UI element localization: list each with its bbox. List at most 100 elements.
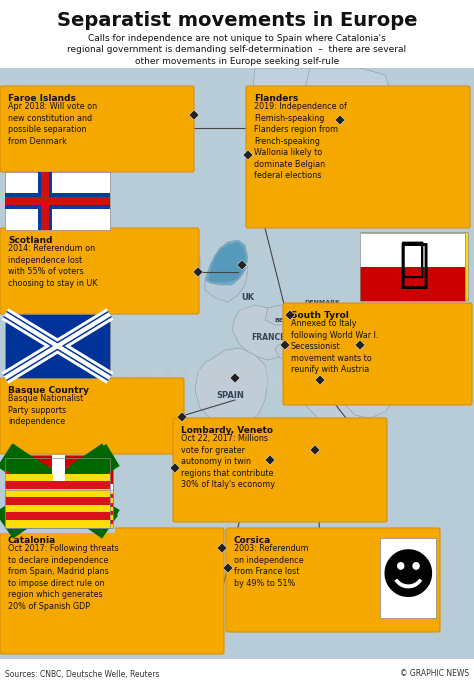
Text: Separatist movements in Europe: Separatist movements in Europe (57, 10, 417, 30)
Text: Oct 22, 2017: Millions
vote for greater
autonomy in twin
regions that contribute: Oct 22, 2017: Millions vote for greater … (181, 435, 275, 489)
Text: ITALY: ITALY (323, 391, 347, 400)
Bar (0, 68, 474, 659)
Bar (360, 267, 465, 301)
Bar (5, 458, 110, 466)
Bar (5, 466, 110, 473)
Polygon shape (295, 118, 315, 142)
Bar (5, 473, 110, 482)
FancyBboxPatch shape (283, 303, 472, 405)
Text: Lombardy, Veneto: Lombardy, Veneto (181, 426, 273, 435)
Text: Annexed to Italy
following World War I.
Secessionist
movement wants to
reunify w: Annexed to Italy following World War I. … (291, 320, 378, 374)
Polygon shape (195, 348, 268, 428)
Polygon shape (308, 338, 360, 362)
Text: 🦅: 🦅 (400, 238, 425, 280)
Polygon shape (305, 68, 390, 140)
Text: South Tyrol: South Tyrol (291, 311, 349, 320)
FancyBboxPatch shape (246, 86, 470, 228)
Text: GRAPHIC NEWS: GRAPHIC NEWS (128, 368, 346, 392)
Bar (5, 503, 113, 507)
Bar (5, 498, 113, 503)
Bar (5, 455, 110, 527)
Text: 2019: Independence of
Flemish-speaking
Flanders region from
French-speaking
Wall: 2019: Independence of Flemish-speaking F… (254, 103, 347, 180)
FancyBboxPatch shape (0, 228, 199, 314)
Text: © GRAPHIC NEWS: © GRAPHIC NEWS (400, 670, 469, 679)
Polygon shape (265, 305, 295, 325)
Text: Basque Country: Basque Country (8, 386, 89, 395)
Bar (0, 659, 474, 689)
Bar (41, 172, 48, 230)
Text: AUSTRIA: AUSTRIA (325, 349, 356, 355)
Text: Catalonia: Catalonia (8, 536, 56, 545)
Polygon shape (205, 248, 248, 302)
Polygon shape (322, 488, 350, 507)
Text: BELGIUM: BELGIUM (274, 318, 306, 322)
Bar (5, 484, 113, 492)
Bar (52, 455, 63, 527)
Text: Sources: CNBC, Deutsche Welle, Reuters: Sources: CNBC, Deutsche Welle, Reuters (5, 670, 159, 679)
Text: Apr 2018: Will vote on
new constitution and
possible separation
from Denmark: Apr 2018: Will vote on new constitution … (8, 103, 97, 146)
Text: Flanders: Flanders (254, 94, 298, 103)
Bar (0, 0, 474, 68)
Text: FRANCE: FRANCE (285, 376, 305, 380)
Bar (5, 458, 110, 528)
Bar (5, 513, 110, 520)
Text: FRANCE: FRANCE (251, 333, 285, 342)
Polygon shape (232, 305, 300, 360)
Polygon shape (205, 240, 248, 285)
Polygon shape (288, 358, 372, 488)
Polygon shape (292, 305, 338, 340)
Polygon shape (175, 252, 200, 280)
Bar (5, 524, 113, 528)
Text: Basque Nationalist
Party supports
independence: Basque Nationalist Party supports indepe… (8, 394, 83, 426)
Bar (5, 455, 113, 521)
Bar (5, 197, 110, 205)
Text: Oct 2017: Following threats
to declare independence
from Spain, Madrid plans
to : Oct 2017: Following threats to declare i… (8, 544, 118, 610)
FancyBboxPatch shape (0, 528, 224, 654)
Polygon shape (208, 242, 246, 283)
Text: Scotland: Scotland (8, 236, 53, 245)
Text: Corsica: Corsica (234, 536, 271, 545)
Text: Calls for independence are not unique to Spain where Catalonia's
regional govern: Calls for independence are not unique to… (67, 34, 407, 66)
Bar (5, 490, 113, 494)
Text: ☻: ☻ (380, 552, 436, 604)
Bar (360, 232, 468, 300)
Bar (360, 233, 465, 267)
Polygon shape (275, 340, 312, 362)
Bar (5, 172, 110, 230)
Bar (38, 172, 52, 230)
Bar (5, 314, 110, 378)
Bar (5, 497, 110, 504)
FancyBboxPatch shape (0, 86, 194, 172)
Text: UK: UK (241, 294, 255, 302)
Bar (5, 487, 110, 495)
Text: SPAIN: SPAIN (216, 391, 244, 400)
Bar (5, 489, 110, 497)
Bar (0, 455, 115, 533)
Bar (5, 194, 110, 209)
Text: DENMARK: DENMARK (304, 300, 340, 305)
Polygon shape (248, 68, 365, 165)
FancyBboxPatch shape (0, 378, 184, 454)
Polygon shape (330, 305, 390, 342)
Bar (5, 482, 110, 489)
Bar (5, 490, 113, 528)
Bar (5, 504, 110, 513)
Text: Faroe Islands: Faroe Islands (8, 94, 76, 103)
Polygon shape (338, 358, 400, 418)
Text: 2003: Referendum
on independence
from France lost
by 49% to 51%: 2003: Referendum on independence from Fr… (234, 544, 309, 588)
Bar (380, 538, 436, 618)
Text: 🦁: 🦁 (399, 241, 429, 291)
Bar (0, 490, 115, 532)
Polygon shape (308, 442, 324, 465)
Bar (5, 520, 110, 528)
Text: 2014: Referendum on
independence lost
with 55% of voters
choosing to stay in UK: 2014: Referendum on independence lost wi… (8, 245, 98, 288)
FancyBboxPatch shape (226, 528, 440, 632)
Polygon shape (302, 470, 320, 496)
Bar (53, 455, 65, 521)
FancyBboxPatch shape (173, 418, 387, 522)
Polygon shape (355, 305, 442, 382)
Bar (5, 515, 113, 520)
Bar (5, 507, 113, 511)
Bar (5, 511, 113, 515)
Bar (5, 520, 113, 524)
